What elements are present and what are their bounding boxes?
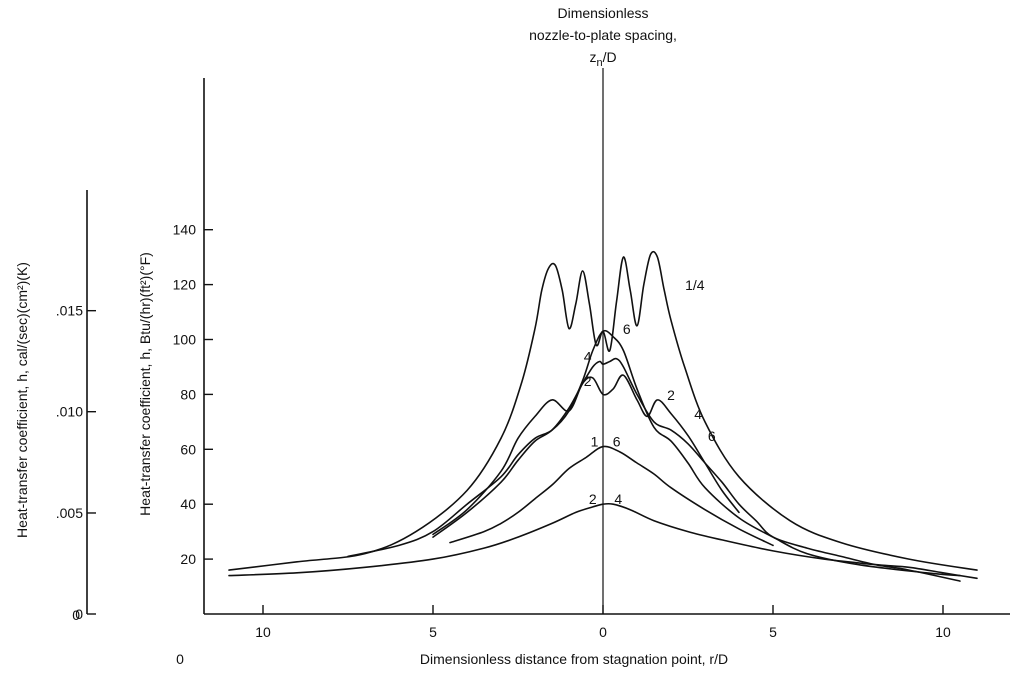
title-line-1: Dimensionless xyxy=(557,5,648,21)
title-symbol-sub: n xyxy=(596,57,602,69)
curve-label: 2 xyxy=(584,373,592,389)
y-tick-label: 140 xyxy=(173,222,197,238)
curve-label: 6 xyxy=(613,434,621,450)
x-tick-label: 10 xyxy=(255,624,271,640)
curve-label: 2 xyxy=(667,387,675,403)
curve-series-5 xyxy=(449,445,774,547)
curve-series-2 xyxy=(347,329,961,577)
curve-label: 4 xyxy=(584,348,592,364)
data-curves xyxy=(228,250,978,582)
chart-title: Dimensionless nozzle-to-plate spacing, z… xyxy=(529,5,677,69)
x-tick-label: 5 xyxy=(429,624,437,640)
curve-label: 4 xyxy=(614,491,622,507)
curve-label: 6 xyxy=(708,428,716,444)
curve-label: 1/4 xyxy=(685,277,705,293)
curve-label: 2 xyxy=(589,491,597,507)
curve-series-6 xyxy=(228,502,978,580)
x-tick-label: 5 xyxy=(769,624,777,640)
title-line-3: zn/D xyxy=(589,49,616,69)
y-tick-label: 40 xyxy=(180,496,196,512)
y-tick-label: 120 xyxy=(173,277,197,293)
y-tick-label: 20 xyxy=(180,551,196,567)
secondary-y-axis: .015 .010 .005 0 Heat-transfer coefficient,… xyxy=(14,190,96,622)
secondary-y-axis-label: Heat-transfer coefficient, h, cal/(sec)(… xyxy=(14,262,30,538)
curve-label: 1 xyxy=(591,434,599,450)
y-axis-label: Heat-transfer coefficient, h, Btu/(hr)(f… xyxy=(137,252,153,516)
curve-series-4 xyxy=(432,374,740,536)
title-line-2: nozzle-to-plate spacing, xyxy=(529,27,677,43)
x-tick-label: 10 xyxy=(935,624,951,640)
main-axes: 20 40 60 80 100 120 140 0 10 5 0 5 10 0 Heat-transf… xyxy=(72,78,1010,667)
x-origin-label: 0 xyxy=(176,651,184,667)
x-axis-label: Dimensionless distance from stagnation p… xyxy=(420,651,728,667)
curve-label: 4 xyxy=(694,406,702,422)
y-tick-label: 80 xyxy=(180,386,196,402)
x-tick-label: 0 xyxy=(599,624,607,640)
curve-label: 6 xyxy=(623,321,631,337)
secondary-tick-label: .010 xyxy=(56,404,83,420)
y-tick-label: 60 xyxy=(180,441,196,457)
secondary-tick-label: .015 xyxy=(56,303,83,319)
title-symbol-suffix: /D xyxy=(603,49,617,65)
secondary-tick-label: .005 xyxy=(56,505,83,521)
y-origin-label: 0 xyxy=(72,607,80,623)
curve-series-3 xyxy=(432,357,961,582)
y-tick-label: 100 xyxy=(173,332,197,348)
secondary-tick-label: 0 xyxy=(75,606,83,622)
title-symbol: z xyxy=(589,49,596,65)
